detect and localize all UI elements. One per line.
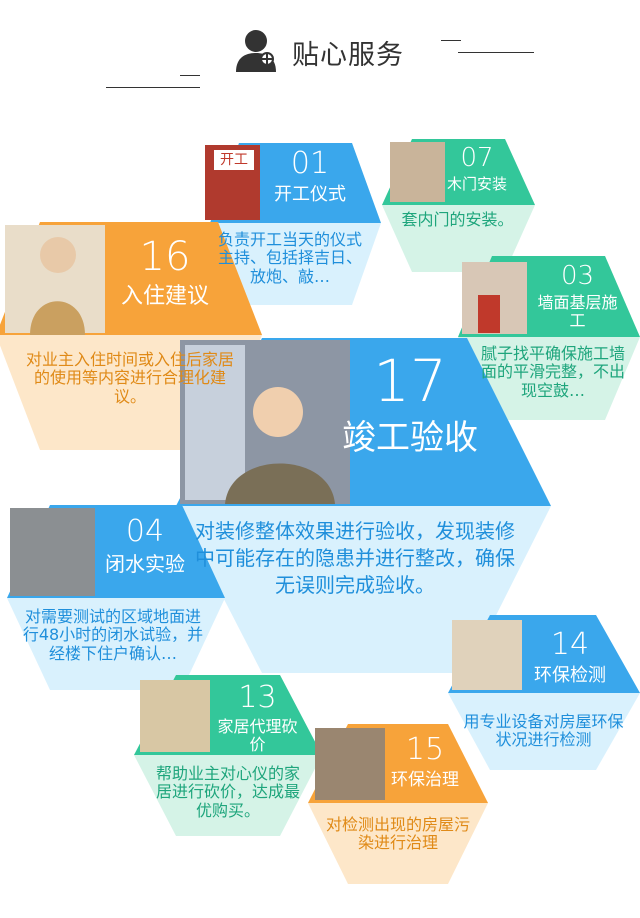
tile-03-description: 腻子找平确保施工墙面的平滑完整，不出现空鼓…	[480, 344, 625, 400]
tile-number: 16	[139, 234, 191, 280]
tile-04-header: 04 闭水实验	[95, 514, 195, 576]
divider-line	[106, 87, 200, 88]
tile-number: 13	[238, 680, 277, 715]
tile-number: 17	[373, 347, 447, 415]
tile-01-header: 01 开工仪式	[265, 146, 355, 205]
tile-number: 14	[550, 627, 590, 662]
tile-15-description: 对检测出现的房屋污染进行治理	[325, 815, 470, 853]
tile-title: 环保检测	[534, 664, 606, 686]
tile-17-description: 对装修整体效果进行验收，发现装修中可能存在的隐患并进行整改，确保无误则完成验收。	[195, 519, 515, 597]
tile-13-description: 帮助业主对心仪的家居进行砍价，达成最优购买。	[155, 764, 300, 820]
tile-title: 木门安装	[446, 174, 507, 193]
tile-01-hexagon	[205, 143, 381, 305]
tile-title: 入住建议	[120, 284, 209, 309]
tile-title: 环保治理	[391, 769, 459, 790]
divider-line	[180, 75, 200, 76]
tile-14-hexagon	[448, 615, 640, 770]
tile-07-description: 套内门的安装。	[401, 210, 514, 229]
tile-number: 03	[560, 261, 595, 291]
tile-title: 开工仪式	[274, 183, 346, 205]
tile-16-description: 对业主入住时间或入住后家居的使用等内容进行合理化建议。	[25, 350, 234, 406]
tile-15-hexagon	[308, 724, 488, 884]
header: 贴心服务	[0, 0, 640, 110]
tile-title: 闭水实验	[105, 551, 185, 576]
tile-number: 01	[290, 146, 330, 181]
divider-line	[458, 52, 534, 53]
tile-number: 07	[460, 143, 494, 173]
tile-03-header: 03 墙面基层施工	[535, 261, 620, 331]
divider-line	[441, 40, 461, 41]
opening-ceremony-sign: 开工	[220, 152, 248, 168]
tile-title: 家居代理砍价	[217, 716, 298, 754]
tile-17-header: 17 竣工验收	[335, 348, 485, 458]
tile-13-hexagon	[134, 675, 322, 836]
tile-number: 04	[125, 514, 165, 549]
tile-13-header: 13 家居代理砍价	[210, 680, 305, 754]
page-title: 贴心服务	[292, 40, 404, 71]
service-agent-icon	[236, 30, 276, 72]
tile-14-description: 用专业设备对房屋环保状况进行检测	[463, 712, 624, 750]
tile-15-header: 15 环保治理	[385, 732, 465, 790]
tile-01-description: 负责开工当天的仪式主持、包括择吉日、放炮、敲…	[217, 230, 362, 286]
tile-17-hexagon	[176, 338, 551, 673]
tile-14-header: 14 环保检测	[525, 627, 615, 686]
tile-title: 竣工验收	[342, 417, 478, 458]
tile-07-header: 07 木门安装	[437, 143, 517, 193]
tile-04-hexagon	[7, 505, 225, 690]
tile-title: 墙面基层施工	[537, 292, 618, 331]
tile-number: 15	[405, 732, 445, 767]
tile-04-description: 对需要测试的区域地面进行48小时的闭水试验，并经楼下住户确认…	[22, 607, 204, 663]
tile-03-hexagon	[458, 256, 640, 420]
tile-16-header: 16 入住建议	[110, 234, 220, 309]
tile-07-hexagon	[382, 139, 535, 272]
